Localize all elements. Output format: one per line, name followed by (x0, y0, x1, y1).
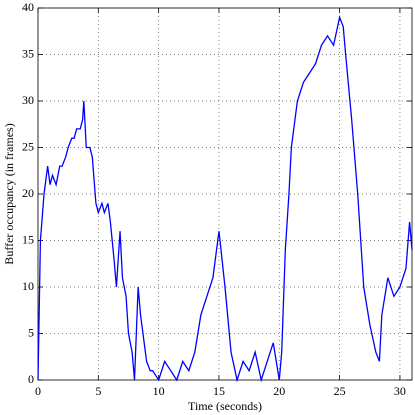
x-axis-label: Time (seconds) (188, 399, 262, 413)
plot-frame (37, 7, 413, 381)
x-tick-label: 20 (273, 384, 285, 398)
x-tick-label: 15 (213, 384, 225, 398)
x-tick-label: 25 (334, 384, 346, 398)
y-tick-label: 20 (22, 186, 34, 200)
x-tick-label: 0 (35, 384, 41, 398)
y-axis-label: Buffer occupancy (in frames) (2, 123, 16, 264)
y-tick-label: 25 (22, 139, 34, 153)
y-tick-label: 5 (28, 325, 34, 339)
y-tick-label: 40 (22, 0, 34, 14)
y-tick-label: 30 (22, 93, 34, 107)
y-tick-label: 10 (22, 279, 34, 293)
x-tick-label: 30 (394, 384, 406, 398)
y-tick-label: 35 (22, 46, 34, 60)
data-line (37, 15, 413, 383)
y-tick-label: 0 (28, 372, 34, 386)
x-tick-label: 10 (153, 384, 165, 398)
y-tick-label: 15 (22, 232, 34, 246)
x-tick-label: 5 (95, 384, 101, 398)
